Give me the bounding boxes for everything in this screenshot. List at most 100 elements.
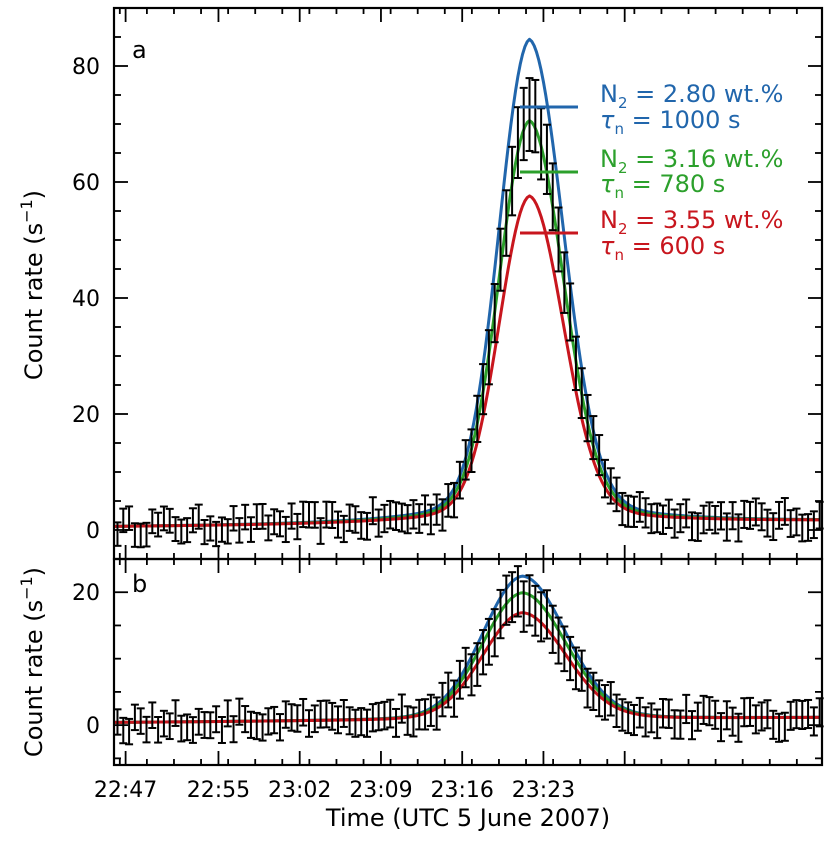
observed-point <box>171 516 180 543</box>
observed-point <box>171 699 180 727</box>
observed-point <box>525 77 534 152</box>
observed-point <box>537 107 546 181</box>
observed-point <box>525 574 534 627</box>
observed-point <box>264 514 273 542</box>
observed-point <box>421 698 430 731</box>
observed-point <box>508 145 517 217</box>
observed-point <box>571 335 580 392</box>
observed-point <box>339 514 348 544</box>
observed-point <box>792 699 801 730</box>
observed-point <box>682 693 691 725</box>
observed-point <box>566 635 575 682</box>
observed-point <box>374 508 383 538</box>
x-tick-label: 23:16 <box>430 778 493 803</box>
observed-point <box>409 706 418 738</box>
observed-point <box>670 709 679 740</box>
observed-point <box>212 705 221 734</box>
observed-point <box>397 502 406 533</box>
x-tick-label: 22:47 <box>94 778 157 803</box>
observed-point <box>235 517 244 544</box>
observed-point <box>653 502 662 534</box>
legend: N2 = 2.80 wt.% τn = 1000 s N2 = 3.16 wt.… <box>520 80 783 264</box>
observed-point <box>635 696 644 729</box>
observed-point <box>490 283 499 344</box>
observed-point <box>339 698 348 728</box>
observed-point <box>392 707 401 738</box>
observed-point <box>757 502 766 532</box>
observed-point <box>531 584 540 637</box>
observed-point <box>328 701 337 731</box>
observed-point <box>612 476 621 513</box>
observed-point <box>334 705 343 735</box>
observed-point <box>566 282 575 342</box>
observed-point <box>154 511 163 538</box>
observed-point <box>688 710 697 741</box>
observed-point <box>496 227 505 292</box>
observed-point <box>293 512 302 541</box>
observed-point <box>357 707 366 737</box>
observed-point <box>258 713 267 742</box>
observed-point <box>775 712 784 743</box>
observed-point <box>229 715 238 744</box>
panel-a-observed-error-bars <box>113 77 824 549</box>
y-tick-label: 40 <box>72 287 100 312</box>
observed-point <box>711 699 720 730</box>
observed-point <box>647 503 656 535</box>
observed-point <box>165 712 174 741</box>
observed-point <box>426 693 435 727</box>
observed-point <box>751 497 760 527</box>
observed-point <box>450 481 459 519</box>
observed-point <box>125 505 134 531</box>
observed-point <box>217 716 226 744</box>
observed-point <box>722 512 731 542</box>
panel-b-label: b <box>132 570 147 598</box>
observed-point <box>629 703 638 737</box>
observed-point <box>386 698 395 729</box>
observed-point <box>717 501 726 531</box>
observed-point <box>188 716 197 744</box>
observed-point <box>664 498 673 529</box>
panel-a-y-tick-labels: 0 20 40 60 80 <box>72 55 100 544</box>
observed-point <box>357 511 366 540</box>
x-tick-label: 23:23 <box>512 778 575 803</box>
observed-point <box>275 510 284 538</box>
observed-point <box>676 709 685 740</box>
observed-point <box>473 642 482 687</box>
observed-point <box>217 516 226 543</box>
observed-point <box>548 604 557 654</box>
observed-point <box>490 608 499 658</box>
observed-point <box>641 497 650 529</box>
observed-point <box>177 518 186 545</box>
observed-point <box>345 503 354 532</box>
observed-point <box>757 701 766 732</box>
observed-point <box>531 78 540 154</box>
observed-point <box>647 702 656 734</box>
observed-point <box>386 499 395 530</box>
observed-point <box>287 703 296 732</box>
observed-point <box>728 501 737 531</box>
observed-point <box>693 701 702 732</box>
observed-point <box>600 458 609 499</box>
observed-point <box>397 693 406 724</box>
observed-point <box>699 504 708 535</box>
observed-point <box>229 505 238 532</box>
x-tick-label: 23:09 <box>349 778 412 803</box>
observed-point <box>624 701 633 735</box>
observed-point <box>148 508 157 535</box>
observed-point <box>519 86 528 162</box>
x-tick-label: 22:55 <box>187 778 250 803</box>
observed-point <box>119 507 128 534</box>
x-tick-labels: 22:47 22:55 23:02 23:09 23:16 23:23 <box>94 778 575 803</box>
observed-point <box>223 699 232 728</box>
panel-b-y-tick-labels: 0 20 <box>72 581 100 739</box>
observed-point <box>351 505 360 534</box>
observed-point <box>571 646 580 691</box>
observed-point <box>450 679 459 718</box>
observed-point <box>380 700 389 731</box>
observed-point <box>653 708 662 740</box>
observed-point <box>804 698 813 730</box>
observed-point <box>426 503 435 536</box>
observed-point <box>641 706 650 738</box>
observed-point <box>664 698 673 729</box>
